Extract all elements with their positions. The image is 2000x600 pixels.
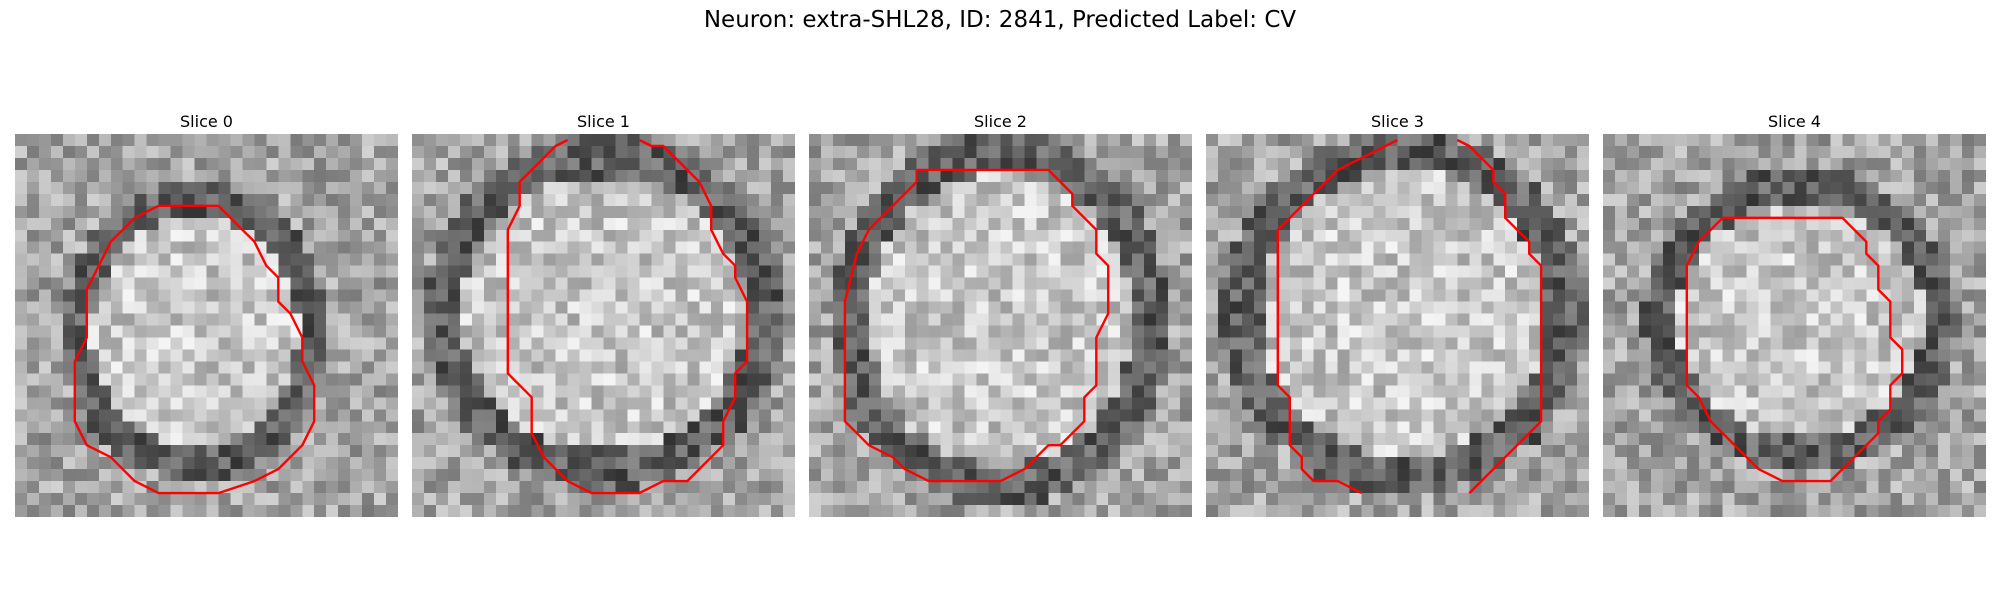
slice-pixels <box>809 134 1192 517</box>
slice-title-4: Slice 4 <box>1768 112 1821 131</box>
slice-panel-0: Slice 0 <box>15 110 398 517</box>
slice-title-0: Slice 0 <box>180 112 233 131</box>
slice-image-2 <box>809 134 1192 517</box>
slice-pixels <box>1603 134 1986 517</box>
slice-pixels <box>15 134 398 517</box>
slice-panel-4: Slice 4 <box>1603 110 1986 517</box>
slice-pixels <box>1206 134 1589 517</box>
slice-panel-3: Slice 3 <box>1206 110 1589 517</box>
segmentation-contour <box>1685 216 1904 483</box>
slice-image-4 <box>1603 134 1986 517</box>
slice-image-3 <box>1206 134 1589 517</box>
segmentation-contour <box>73 204 316 495</box>
slice-title-3: Slice 3 <box>1371 112 1424 131</box>
slice-title-2: Slice 2 <box>974 112 1027 131</box>
slice-pixels <box>412 134 795 517</box>
segmentation-contour <box>506 138 749 495</box>
segmentation-contour <box>1456 138 1543 494</box>
segmentation-contour <box>843 168 1110 483</box>
slice-panel-2: Slice 2 <box>809 110 1192 517</box>
segmentation-contour <box>1276 138 1399 495</box>
slice-panel-1: Slice 1 <box>412 110 795 517</box>
slice-title-1: Slice 1 <box>577 112 630 131</box>
slice-image-0 <box>15 134 398 517</box>
slice-image-1 <box>412 134 795 517</box>
figure-title: Neuron: extra-SHL28, ID: 2841, Predicted… <box>703 7 1297 33</box>
